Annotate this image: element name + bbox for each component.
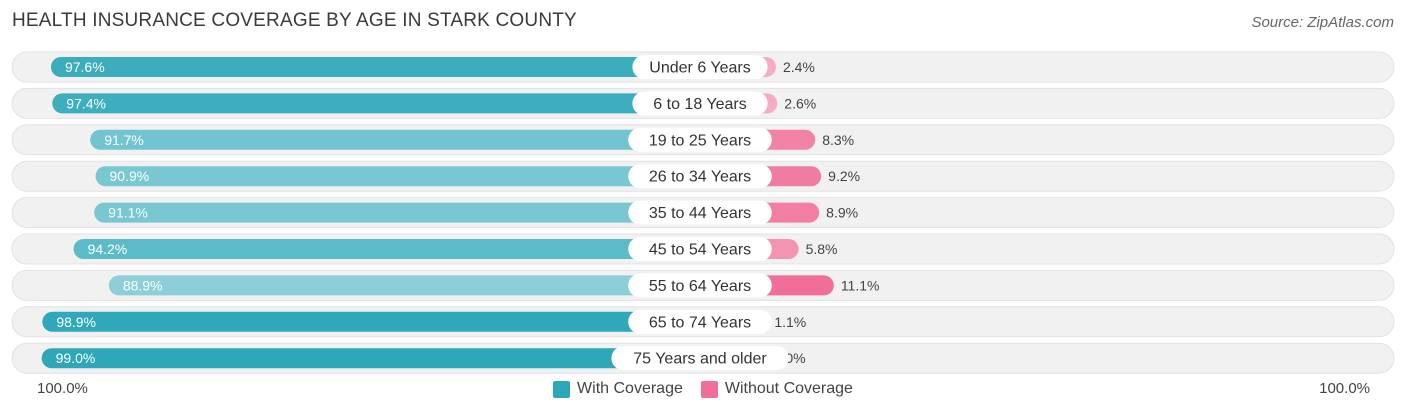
bar-value-without-coverage: 5.8% bbox=[806, 241, 838, 257]
bar-value-with-coverage: 97.4% bbox=[66, 95, 106, 111]
bar-value-without-coverage: 11.1% bbox=[841, 277, 880, 293]
bar-value-without-coverage: 8.9% bbox=[826, 205, 858, 221]
category-label-background bbox=[628, 127, 772, 152]
legend-label-without-coverage: Without Coverage bbox=[724, 380, 853, 397]
category-label: 55 to 64 Years bbox=[649, 278, 751, 295]
bar-value-with-coverage: 97.6% bbox=[65, 59, 105, 75]
category-label: 35 to 44 Years bbox=[649, 205, 751, 222]
category-label-background bbox=[632, 91, 768, 116]
legend-swatch-with-coverage bbox=[553, 380, 571, 398]
legend: With Coverage Without Coverage bbox=[0, 377, 1406, 401]
category-label: 75 Years and older bbox=[633, 351, 767, 368]
category-label-background bbox=[628, 309, 772, 334]
bar-with-coverage bbox=[95, 166, 700, 187]
bar-value-without-coverage: 2.4% bbox=[783, 59, 815, 75]
bar-value-with-coverage: 98.9% bbox=[56, 314, 96, 330]
bar-with-coverage bbox=[41, 348, 700, 369]
bar-value-without-coverage: 2.6% bbox=[784, 95, 816, 111]
bar-value-with-coverage: 94.2% bbox=[88, 241, 128, 257]
category-label-background bbox=[628, 237, 772, 261]
bar-with-coverage bbox=[52, 93, 701, 114]
category-label: 65 to 74 Years bbox=[649, 314, 751, 331]
bar-value-without-coverage: 8.3% bbox=[822, 132, 854, 148]
bar-with-coverage bbox=[50, 57, 700, 77]
category-label-background bbox=[628, 200, 772, 225]
category-label: 19 to 25 Years bbox=[649, 132, 751, 149]
bar-with-coverage bbox=[90, 129, 700, 150]
bar-value-with-coverage: 88.9% bbox=[123, 277, 163, 293]
category-label: 45 to 54 Years bbox=[649, 242, 751, 259]
bar-with-coverage bbox=[108, 275, 700, 296]
axis-right-label: 100.0% bbox=[1319, 380, 1370, 397]
chart-title: HEALTH INSURANCE COVERAGE BY AGE IN STAR… bbox=[12, 10, 577, 31]
legend-swatch-without-coverage bbox=[700, 380, 718, 398]
bar-value-without-coverage: 1.1% bbox=[774, 314, 806, 330]
bar-with-coverage bbox=[42, 311, 700, 332]
category-label-background bbox=[628, 273, 772, 298]
bar-value-with-coverage: 91.1% bbox=[108, 205, 148, 221]
source-label: Source: ZipAtlas.com bbox=[1251, 14, 1394, 31]
legend-with-coverage[interactable]: With Coverage bbox=[553, 380, 683, 398]
bar-value-with-coverage: 91.7% bbox=[104, 132, 144, 148]
category-label: Under 6 Years bbox=[649, 60, 750, 77]
bar-value-with-coverage: 99.0% bbox=[56, 350, 96, 366]
axis-left-label: 100.0% bbox=[37, 380, 88, 397]
bar-value-without-coverage: 9.2% bbox=[828, 168, 860, 184]
bar-value-with-coverage: 90.9% bbox=[110, 168, 150, 184]
category-label: 6 to 18 Years bbox=[653, 96, 746, 113]
category-label: 26 to 34 Years bbox=[649, 169, 751, 186]
category-label-background bbox=[628, 164, 772, 189]
bar-with-coverage bbox=[73, 239, 700, 259]
category-label-background bbox=[632, 55, 768, 79]
legend-without-coverage[interactable]: Without Coverage bbox=[700, 380, 853, 398]
bar-with-coverage bbox=[94, 202, 700, 223]
legend-label-with-coverage: With Coverage bbox=[577, 380, 683, 397]
category-label-background bbox=[611, 346, 789, 371]
